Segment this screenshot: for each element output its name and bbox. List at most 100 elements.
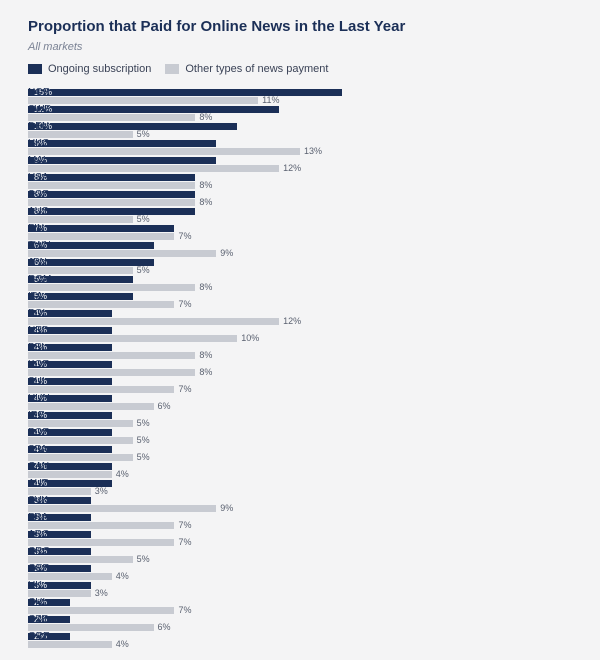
chart-row: ITA5%7% [28,293,572,309]
bar-group: 4%6% [28,395,572,411]
chart-row: UK3%3% [28,582,572,598]
bar-subscription [28,140,216,147]
value-label-other: 7% [178,539,191,546]
country-label: CRO [28,548,50,556]
bar-other [28,454,133,461]
bar-other [28,386,174,393]
bar-group: 3%7% [28,531,572,547]
value-label-other: 9% [220,505,233,512]
value-label-other: 7% [178,301,191,308]
chart-row: CHL2%7% [28,599,572,615]
chart-row: IRE4%5% [28,412,572,428]
bar-group: 9%13% [28,140,572,156]
chart-row: SPA4%5% [28,446,572,462]
country-label: HUN [28,395,50,403]
bar-other [28,505,216,512]
bar-group: 4%10% [28,327,572,343]
value-label-other: 7% [178,607,191,614]
bar-other [28,114,195,121]
country-label: UK [28,582,42,590]
country-label: USA [28,174,49,182]
bar-other [28,233,174,240]
value-label-other: 5% [137,216,150,223]
chart-row: NOR15%11% [28,89,572,105]
bar-group: 3%7% [28,514,572,530]
country-label: AUS [28,208,49,216]
bar-group: 2%7% [28,599,572,615]
bar-other [28,97,258,104]
bar-group: 12%8% [28,106,572,122]
value-label-other: 11% [262,97,279,104]
bar-other [28,284,195,291]
chart-title: Proportion that Paid for Online News in … [28,18,572,35]
country-label: IRE [28,412,45,420]
country-label: SUI [28,378,45,386]
value-label-other: 5% [137,267,150,274]
chart-row: GRE2%4% [28,633,572,649]
bar-other [28,335,237,342]
bar-other [28,301,174,308]
value-label-other: 7% [178,233,191,240]
country-label: BEL [28,344,47,352]
bar-other [28,624,154,631]
value-label-other: 3% [95,590,108,597]
legend-item-subscription: Ongoing subscription [28,63,151,75]
bar-subscription [28,123,237,130]
country-label: SGP [28,191,49,199]
bar-other [28,420,133,427]
chart-row: CZE2%6% [28,616,572,632]
chart-row: FRA3%7% [28,514,572,530]
bar-subscription [28,157,216,164]
country-label: AUT [28,480,48,488]
country-label: SWE [28,106,51,114]
bar-group: 8%8% [28,191,572,207]
bar-group: 2%6% [28,616,572,632]
bar-group: 3%3% [28,582,572,598]
chart-row: DEN10%5% [28,123,572,139]
country-label: NOR [28,89,50,97]
value-label-other: 8% [199,369,212,376]
chart-row: GER3%4% [28,565,572,581]
country-label: TWN [28,242,51,250]
country-label: HKG [28,140,50,148]
chart-row: HKG9%13% [28,140,572,156]
country-label: KOR [28,361,50,369]
country-label: SPA [28,446,47,454]
country-label: GER [28,565,50,573]
country-label: CAN [28,463,49,471]
value-label-other: 7% [178,386,191,393]
bar-group: 6%9% [28,242,572,258]
bar-other [28,369,195,376]
bar-subscription [28,174,195,181]
value-label-other: 3% [95,488,108,495]
value-label-other: 4% [116,573,129,580]
bar-other [28,267,133,274]
bar-group: 10%5% [28,123,572,139]
chart-row: SGP8%8% [28,191,572,207]
bar-group: 4%12% [28,310,572,326]
bar-other [28,471,112,478]
bar-other [28,352,195,359]
bar-group: 8%5% [28,208,572,224]
country-label: POR [28,429,50,437]
value-label-other: 8% [199,284,212,291]
country-label: SVK [28,497,48,505]
country-label: CHL [28,599,48,607]
country-label: NED [28,327,49,335]
legend-item-other: Other types of news payment [165,63,328,75]
value-label-other: 5% [137,437,150,444]
value-label-other: 8% [199,352,212,359]
value-label-other: 9% [220,250,233,257]
bar-group: 6%5% [28,259,572,275]
legend-label-subscription: Ongoing subscription [48,63,151,75]
bar-group: 2%4% [28,633,572,649]
country-label: POL [28,310,48,318]
chart-row: POL4%12% [28,310,572,326]
value-label-other: 5% [137,454,150,461]
bar-group: 4%8% [28,361,572,377]
bar-group: 7%7% [28,225,572,241]
value-label-other: 7% [178,522,191,529]
chart-row: MAL9%12% [28,157,572,173]
value-label-other: 4% [116,641,129,648]
value-label-other: 8% [199,182,212,189]
